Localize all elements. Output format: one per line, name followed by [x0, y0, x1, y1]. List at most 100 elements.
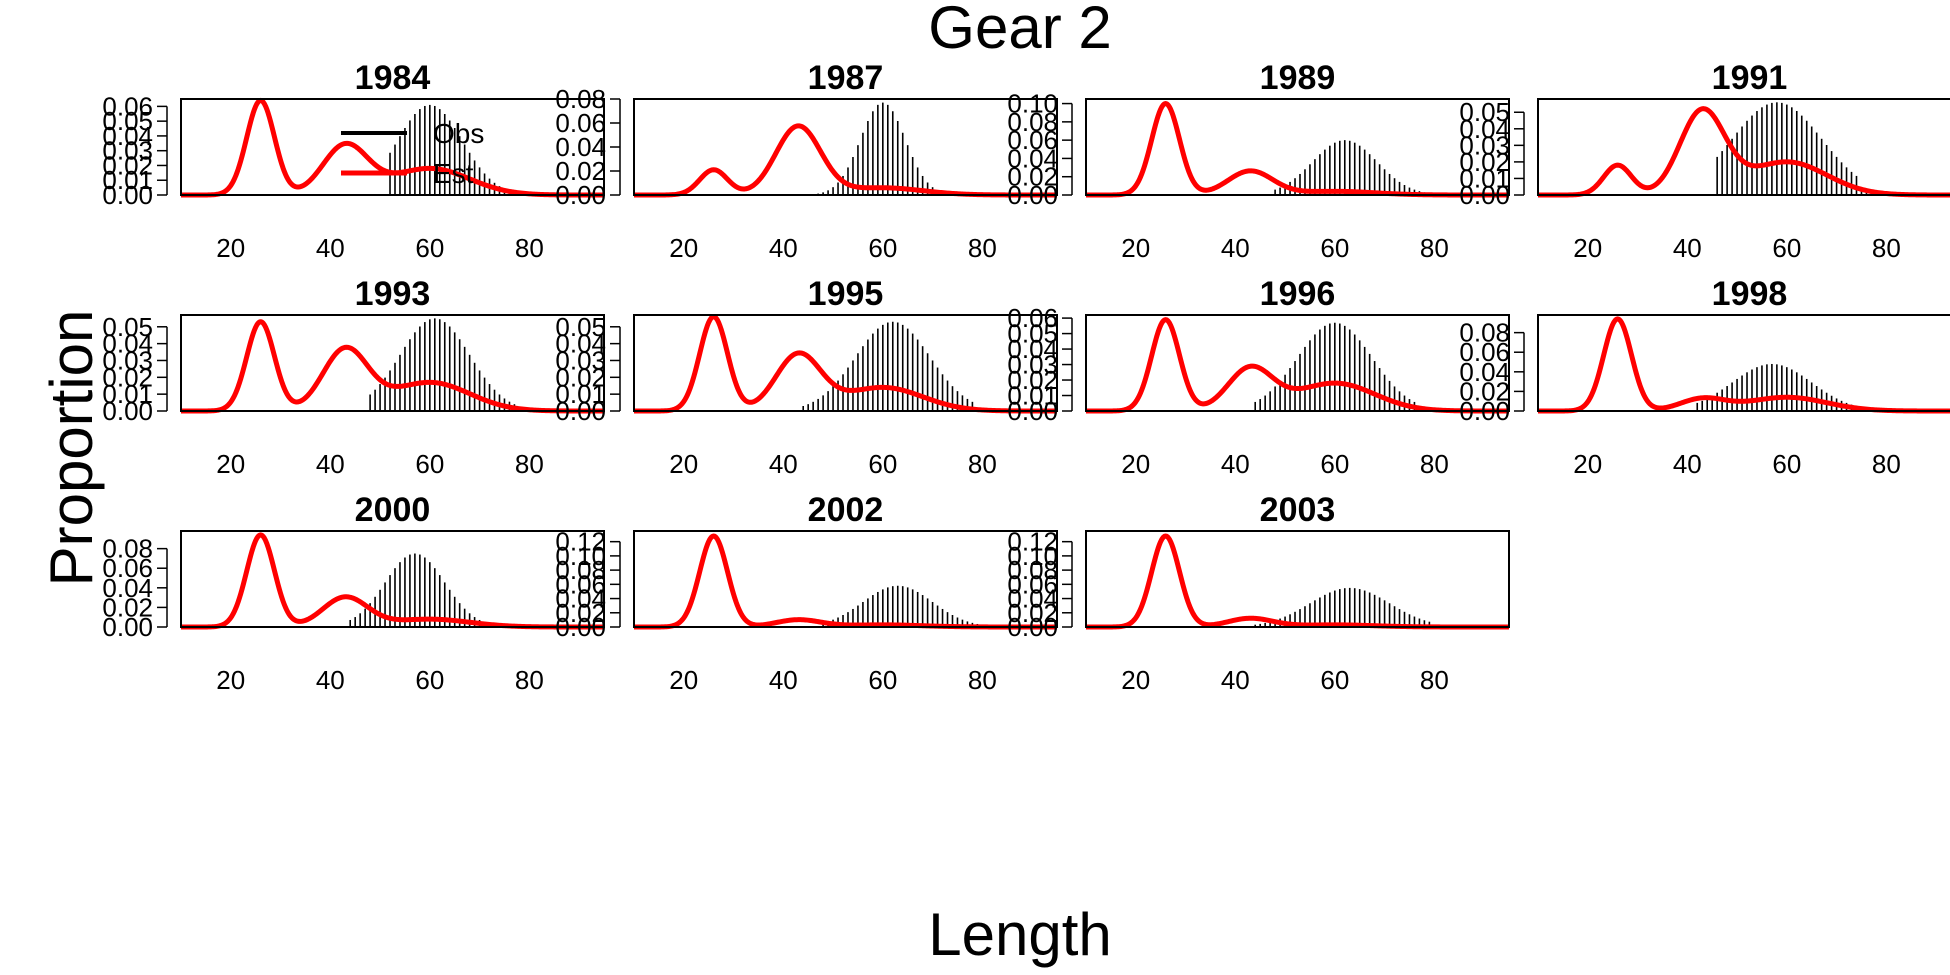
y-tick-label: 0.00 — [555, 180, 606, 210]
y-tick-label: 0.02 — [555, 598, 606, 628]
y-axis: 0.000.020.040.060.080.100.12 — [555, 527, 621, 642]
x-tick-label: 60 — [415, 665, 444, 695]
y-tick-label: 0.04 — [102, 573, 153, 603]
x-axis: 20 40 60 80 — [1573, 233, 1901, 263]
panel-title: 1989 — [1260, 59, 1336, 97]
x-tick-label: 60 — [868, 233, 897, 263]
panel-title: 2002 — [808, 491, 884, 529]
y-tick-label: 0.03 — [1459, 130, 1510, 160]
x-tick-label: 20 — [216, 665, 245, 695]
x-axis: 20 40 60 80 — [1121, 233, 1449, 263]
panel-1984: 1984 0.000.010.020.030.040.050.06 20 40 60 80… — [102, 59, 606, 263]
x-axis: 20 40 60 80 — [216, 233, 544, 263]
y-tick-label: 0.01 — [555, 379, 606, 409]
y-tick-label: 0.01 — [1459, 163, 1510, 193]
x-tick-label: 40 — [1221, 665, 1250, 695]
y-tick-label: 0.00 — [1459, 180, 1510, 210]
y-tick-label: 0.02 — [102, 592, 153, 622]
panel-title: 1984 — [355, 59, 431, 97]
plot-frame — [633, 530, 1058, 628]
x-tick-label: 60 — [1772, 233, 1801, 263]
y-tick-label: 0.04 — [1007, 143, 1058, 173]
y-tick-label: 0.01 — [1007, 381, 1058, 411]
x-tick-label: 20 — [669, 665, 698, 695]
y-tick-label: 0.04 — [1459, 114, 1510, 144]
y-tick-label: 0.03 — [102, 345, 153, 375]
legend-label: Obs — [433, 118, 484, 149]
x-tick-label: 60 — [1772, 449, 1801, 479]
y-tick-label: 0.03 — [102, 136, 153, 166]
legend-label: Est — [433, 158, 474, 189]
plot-frame — [180, 314, 605, 412]
x-tick-label: 40 — [769, 665, 798, 695]
y-tick-label: 0.03 — [1007, 350, 1058, 380]
y-tick-label: 0.00 — [102, 180, 153, 210]
x-tick-label: 40 — [1673, 233, 1702, 263]
x-tick-label: 20 — [1121, 449, 1150, 479]
panel-title: 2003 — [1260, 491, 1336, 529]
y-axis-label: Proportion — [38, 310, 105, 587]
x-tick-label: 40 — [769, 233, 798, 263]
x-tick-label: 80 — [1872, 233, 1901, 263]
y-tick-label: 0.02 — [102, 362, 153, 392]
y-tick-label: 0.00 — [555, 612, 606, 642]
plot-frame — [1085, 314, 1510, 412]
y-axis: 0.000.010.020.030.040.05 — [102, 312, 168, 426]
y-tick-label: 0.00 — [555, 396, 606, 426]
x-tick-label: 80 — [515, 665, 544, 695]
x-tick-label: 80 — [1872, 449, 1901, 479]
x-axis: 20 40 60 80 — [216, 665, 544, 695]
y-tick-label: 0.04 — [102, 329, 153, 359]
x-tick-label: 80 — [1420, 233, 1449, 263]
x-tick-label: 80 — [1420, 665, 1449, 695]
x-axis: 20 40 60 80 — [216, 449, 544, 479]
x-axis: 20 40 60 80 — [669, 665, 997, 695]
x-tick-label: 60 — [1320, 665, 1349, 695]
y-tick-label: 0.05 — [1007, 319, 1058, 349]
y-tick-label: 0.06 — [102, 553, 153, 583]
panel-1991: 1991 0.000.010.020.030.040.05 20 40 60 80 — [1459, 59, 1950, 263]
estimated-line — [1536, 106, 1950, 198]
estimated-line — [1084, 317, 1511, 414]
estimated-line — [179, 97, 606, 198]
x-tick-label: 60 — [868, 449, 897, 479]
plot-frame — [180, 98, 605, 196]
x-tick-label: 60 — [1320, 233, 1349, 263]
x-tick-label: 20 — [1121, 233, 1150, 263]
y-tick-label: 0.02 — [555, 362, 606, 392]
x-tick-label: 80 — [1420, 449, 1449, 479]
y-tick-label: 0.02 — [1459, 147, 1510, 177]
y-tick-label: 0.06 — [1007, 125, 1058, 155]
estimated-line — [1084, 101, 1511, 198]
observed-bars — [643, 585, 1048, 627]
y-tick-label: 0.08 — [555, 84, 606, 114]
y-tick-label: 0.02 — [555, 156, 606, 186]
plot-frame — [1537, 98, 1950, 196]
panel-2003: 2003 0.000.020.040.060.080.100.12 20 40 60 80 — [1007, 491, 1511, 695]
observed-bars — [1547, 363, 1947, 411]
y-axis: 0.000.010.020.030.040.050.06 — [102, 91, 168, 210]
y-tick-label: 0.00 — [1007, 396, 1058, 426]
plot-frame — [633, 98, 1058, 196]
legend-item-est: Est — [341, 158, 474, 189]
y-tick-label: 0.05 — [102, 312, 153, 342]
x-tick-label: 40 — [769, 449, 798, 479]
y-tick-label: 0.00 — [1007, 180, 1058, 210]
y-tick-label: 0.10 — [555, 541, 606, 571]
y-tick-label: 0.06 — [555, 108, 606, 138]
panel-title: 1987 — [808, 59, 884, 97]
plot-frame — [1537, 314, 1950, 412]
x-tick-label: 60 — [415, 449, 444, 479]
x-tick-label: 60 — [868, 665, 897, 695]
estimated-line — [632, 123, 1059, 198]
y-tick-label: 0.08 — [555, 555, 606, 585]
y-tick-label: 0.05 — [555, 312, 606, 342]
y-tick-label: 0.01 — [102, 165, 153, 195]
